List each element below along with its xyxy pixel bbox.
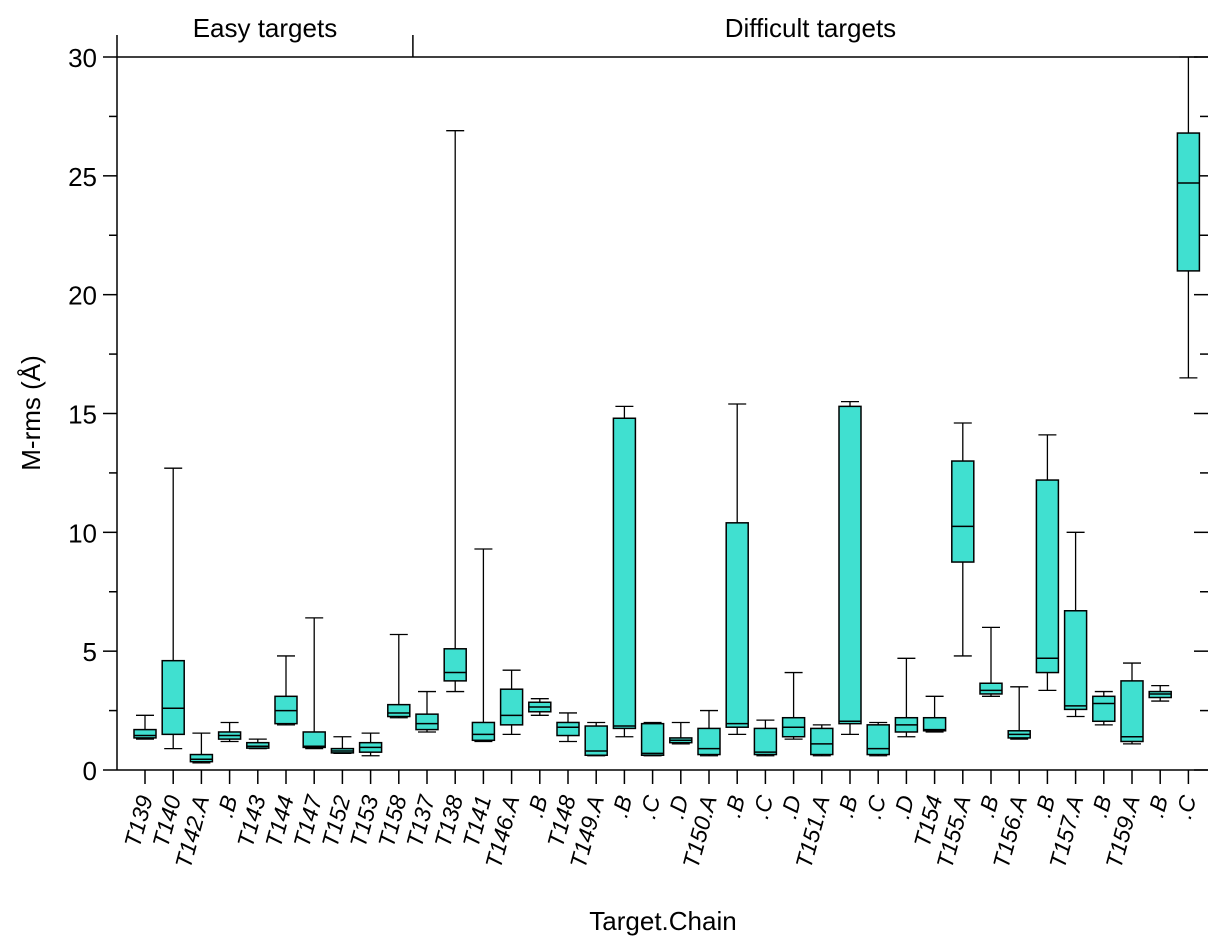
x-tick-label: .B xyxy=(973,793,1004,821)
group-label: Easy targets xyxy=(193,13,338,43)
box-body xyxy=(1035,479,1060,674)
box-body xyxy=(302,731,326,749)
box-4 xyxy=(246,738,270,750)
box-body xyxy=(584,725,608,757)
box-20 xyxy=(697,709,721,757)
y-ticks: 0 5 10 15 20 25 30 xyxy=(68,43,1208,786)
box-3 xyxy=(217,721,242,743)
x-tick-label: .C xyxy=(634,792,665,821)
box-1 xyxy=(161,467,185,750)
box-33 xyxy=(1063,531,1088,718)
box-11 xyxy=(443,130,467,693)
boxes xyxy=(133,56,1201,764)
x-tick-label: .B xyxy=(522,793,553,821)
box-13 xyxy=(499,669,524,735)
box-body xyxy=(810,727,834,756)
box-body xyxy=(753,727,778,756)
box-7 xyxy=(330,736,355,755)
y-tick-label: 30 xyxy=(68,43,97,73)
x-tick-label: .C xyxy=(860,792,891,821)
x-tick-label: .D xyxy=(775,793,806,822)
box-26 xyxy=(866,721,890,757)
box-19 xyxy=(669,721,693,745)
x-tick-label: .B xyxy=(1086,793,1117,821)
box-body xyxy=(133,728,157,739)
box-30 xyxy=(979,626,1003,697)
x-tick-label: .D xyxy=(663,793,694,822)
x-tick-labels: T139T140T142.A.BT143T144T147T152T153T158… xyxy=(119,770,1201,871)
box-body xyxy=(640,722,665,757)
box-body xyxy=(838,405,862,725)
group-headers: Easy targets Difficult targets xyxy=(193,13,896,57)
box-16 xyxy=(584,721,608,757)
box-body xyxy=(725,522,749,728)
box-body xyxy=(161,659,185,736)
x-tick-label: .B xyxy=(1142,793,1173,821)
y-tick-label: 0 xyxy=(83,756,97,786)
box-14 xyxy=(528,698,552,716)
box-2 xyxy=(189,732,214,764)
box-body xyxy=(556,721,580,737)
box-36 xyxy=(1148,684,1172,702)
x-tick-label: .B xyxy=(606,793,637,821)
box-0 xyxy=(133,714,157,740)
x-tick-label: .B xyxy=(1029,793,1060,821)
box-5 xyxy=(274,655,298,726)
x-tick-label: .D xyxy=(888,793,919,822)
box-32 xyxy=(1035,434,1060,692)
box-10 xyxy=(415,690,439,733)
box-body xyxy=(415,713,439,731)
box-24 xyxy=(810,724,834,757)
box-body xyxy=(1120,680,1144,743)
box-body xyxy=(922,716,947,732)
axes xyxy=(116,35,1208,771)
box-23 xyxy=(781,671,806,740)
box-body xyxy=(612,417,637,730)
box-29 xyxy=(951,422,975,657)
box-8 xyxy=(358,732,383,757)
box-12 xyxy=(471,548,496,743)
box-25 xyxy=(838,400,862,735)
box-31 xyxy=(1007,686,1031,740)
box-6 xyxy=(302,617,326,750)
box-body xyxy=(1063,610,1088,711)
box-body xyxy=(1176,132,1201,272)
box-37 xyxy=(1176,56,1201,379)
box-body xyxy=(697,727,721,756)
x-tick-label: .C xyxy=(747,792,778,821)
y-tick-label: 15 xyxy=(68,400,97,430)
box-18 xyxy=(640,721,665,757)
y-axis-label: M-rms (Å) xyxy=(16,355,46,471)
y-tick-label: 25 xyxy=(68,162,97,192)
box-body xyxy=(951,460,975,563)
x-tick-label: .B xyxy=(719,793,750,821)
box-35 xyxy=(1120,662,1144,745)
box-9 xyxy=(387,633,411,719)
box-body xyxy=(979,682,1003,695)
x-tick-label: .B xyxy=(212,793,243,821)
box-body xyxy=(443,648,467,682)
box-body xyxy=(866,724,890,756)
box-body xyxy=(1092,695,1116,723)
box-15 xyxy=(556,712,580,743)
x-tick-label: .B xyxy=(832,793,863,821)
box-34 xyxy=(1092,690,1116,726)
x-tick-label: .C xyxy=(1170,792,1201,821)
y-tick-label: 20 xyxy=(68,281,97,311)
y-tick-label: 5 xyxy=(83,637,97,667)
box-body xyxy=(499,688,524,726)
y-tick-label: 10 xyxy=(68,518,97,548)
x-axis-label: Target.Chain xyxy=(589,906,736,936)
box-27 xyxy=(894,657,919,738)
box-body xyxy=(387,703,411,718)
box-body xyxy=(189,753,214,763)
group-label: Difficult targets xyxy=(725,13,896,43)
box-28 xyxy=(922,695,947,733)
box-22 xyxy=(753,719,778,757)
box-body xyxy=(471,721,496,742)
box-body xyxy=(246,741,270,749)
box-21 xyxy=(725,403,749,735)
box-17 xyxy=(612,405,637,738)
